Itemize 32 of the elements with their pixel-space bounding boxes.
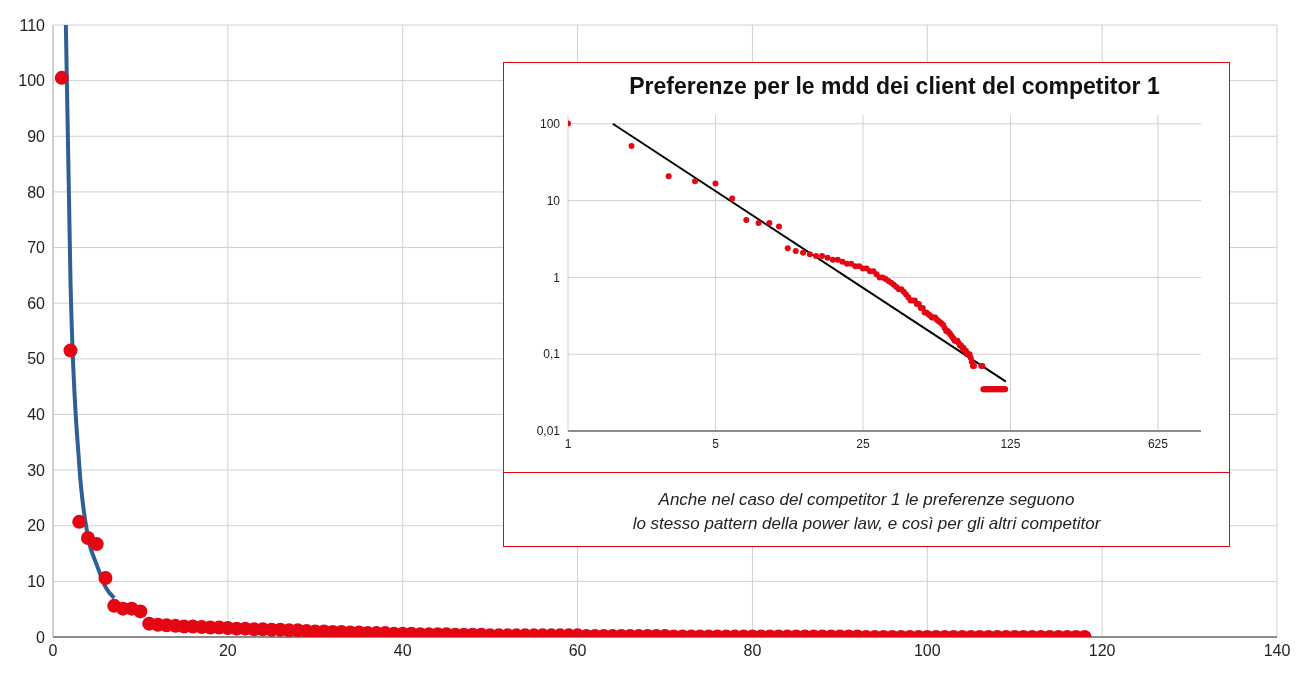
- x-tick-label: 1: [564, 436, 572, 451]
- y-tick-label: 0,1: [543, 347, 561, 362]
- y-tick-label: 110: [19, 16, 46, 34]
- x-tick-label: 100: [913, 642, 941, 660]
- y-tick-label: 30: [27, 461, 46, 479]
- y-tick-label: 90: [27, 127, 46, 145]
- x-tick-label: 140: [1263, 642, 1291, 660]
- x-tick-label: 20: [218, 642, 237, 660]
- y-tick-label: 20: [27, 517, 46, 535]
- y-tick-label: 70: [27, 239, 46, 257]
- y-tick-label: 10: [27, 573, 46, 591]
- y-tick-label: 1: [553, 270, 561, 285]
- x-tick-label: 60: [568, 642, 587, 660]
- y-tick-label: 0,01: [536, 424, 561, 439]
- y-tick-label: 0: [36, 628, 46, 646]
- x-tick-label: 0: [48, 642, 58, 660]
- y-tick-label: 10: [546, 193, 561, 208]
- y-tick-label: 60: [27, 294, 46, 312]
- y-tick-label: 100: [539, 117, 561, 132]
- x-tick-label: 5: [712, 436, 720, 451]
- y-tick-label: 100: [18, 72, 46, 90]
- y-tick-label: 50: [27, 350, 46, 368]
- x-tick-label: 125: [1000, 436, 1021, 451]
- y-tick-label: 40: [27, 406, 46, 424]
- x-tick-label: 120: [1088, 642, 1116, 660]
- chart-title: Preferenze per le mdd dei client del competitor 1: [628, 73, 1161, 100]
- annotation: Anche nel caso del competitor 1 le preferenze seguono lo stesso pattern della power law, e così per gli altri competitor: [631, 489, 1102, 535]
- x-tick-label: 25: [856, 436, 870, 451]
- y-tick-label: 80: [27, 183, 46, 201]
- x-tick-label: 40: [393, 642, 412, 660]
- x-tick-label: 625: [1147, 436, 1169, 451]
- x-tick-label: 80: [743, 642, 762, 660]
